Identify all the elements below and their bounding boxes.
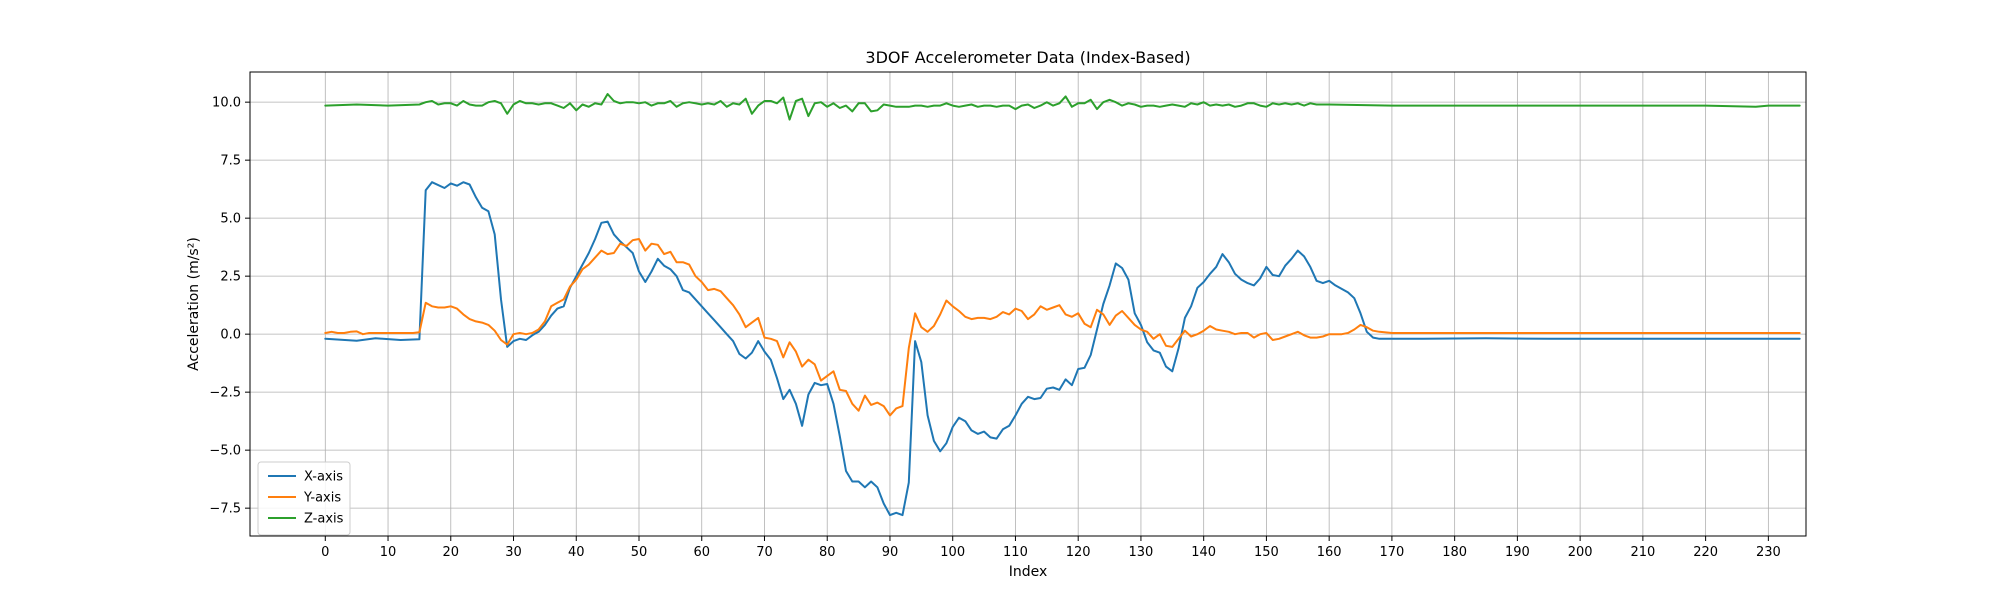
x-tick-label: 210 <box>1630 545 1655 560</box>
grid-layer <box>250 72 1806 536</box>
x-tick-label: 190 <box>1505 545 1530 560</box>
x-tick-label: 0 <box>321 545 329 560</box>
legend-box <box>257 461 351 536</box>
x-tick-label: 140 <box>1191 545 1216 560</box>
chart-title: 3DOF Accelerometer Data (Index-Based) <box>865 48 1190 67</box>
legend-label: Z-axis <box>304 512 344 527</box>
x-tick-label: 120 <box>1066 545 1091 560</box>
legend-label: X-axis <box>304 470 343 485</box>
x-tick-label: 80 <box>819 545 836 560</box>
y-tick-label: 5.0 <box>220 212 241 227</box>
x-tick-label: 230 <box>1756 545 1781 560</box>
y-tick-label: 2.5 <box>220 270 241 285</box>
y-tick-label: −7.5 <box>209 502 241 517</box>
x-tick-label: 70 <box>756 545 773 560</box>
x-tick-label: 90 <box>882 545 899 560</box>
series-line-y-axis <box>324 238 1801 417</box>
x-tick-label: 60 <box>693 545 710 560</box>
y-tick-label: 0.0 <box>220 328 241 343</box>
x-tick-label: 180 <box>1442 545 1467 560</box>
x-tick-label: 100 <box>940 545 965 560</box>
legend-label: Y-axis <box>303 491 341 506</box>
series-layer <box>324 93 1801 517</box>
y-tick-label: −5.0 <box>209 444 241 459</box>
legend: X-axis Y-axis Z-axis <box>257 461 351 536</box>
x-tick-label: 130 <box>1129 545 1154 560</box>
y-axis-label: Acceleration (m/s²) <box>186 237 202 371</box>
x-tick-label: 150 <box>1254 545 1279 560</box>
x-tick-label: 30 <box>505 545 522 560</box>
series-line-z-axis <box>324 93 1801 121</box>
x-tick-label: 220 <box>1693 545 1718 560</box>
y-tick-label: −2.5 <box>209 386 241 401</box>
tick-layer: 0 10 20 30 40 50 60 70 80 90 100 110 120 130 140 150 160… <box>209 96 1780 560</box>
x-tick-label: 200 <box>1568 545 1593 560</box>
y-tick-label: 7.5 <box>220 154 241 169</box>
y-tick-label: 10.0 <box>212 96 241 111</box>
x-axis-label: Index <box>1009 564 1048 580</box>
x-tick-label: 20 <box>443 545 460 560</box>
x-tick-label: 50 <box>631 545 648 560</box>
x-tick-label: 170 <box>1379 545 1404 560</box>
plot-frame <box>249 71 1807 537</box>
x-tick-label: 40 <box>568 545 585 560</box>
x-tick-label: 160 <box>1317 545 1342 560</box>
x-tick-label: 10 <box>380 545 397 560</box>
x-tick-label: 110 <box>1003 545 1028 560</box>
